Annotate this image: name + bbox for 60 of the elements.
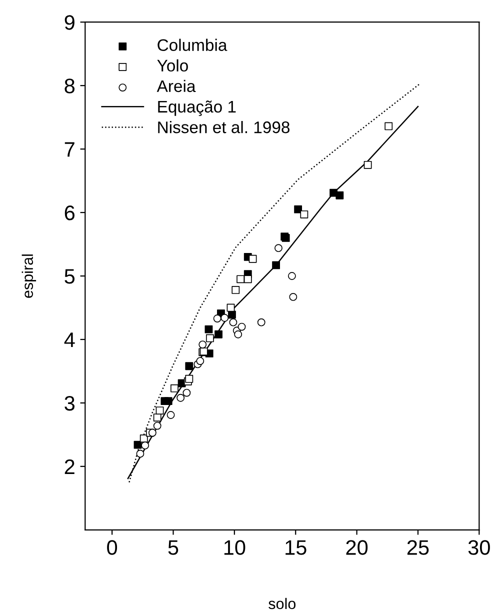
x-tick-label: 25 xyxy=(407,540,429,555)
y-tick-label: 2 xyxy=(64,459,74,474)
point xyxy=(220,314,229,322)
point xyxy=(148,428,156,437)
x-tick-label: 10 xyxy=(224,540,246,555)
point xyxy=(136,450,144,458)
point xyxy=(206,334,214,342)
x-axis-title: solo xyxy=(268,598,296,610)
point xyxy=(185,362,194,370)
legend-label: Columbia xyxy=(158,38,228,52)
y-tick-label: 5 xyxy=(64,269,75,284)
point xyxy=(153,422,162,430)
point xyxy=(185,374,194,383)
point xyxy=(300,210,308,218)
point xyxy=(134,440,142,449)
point xyxy=(166,411,175,419)
point xyxy=(274,244,282,252)
legend-label: Nissen et al. 1998 xyxy=(158,120,290,134)
x-tick-label: 30 xyxy=(468,540,490,555)
legend-label: Equação 1 xyxy=(158,100,236,116)
point xyxy=(226,304,235,312)
y-tick-label: 4 xyxy=(64,332,75,348)
legend-label: Areia xyxy=(156,80,196,92)
point xyxy=(164,397,172,405)
point xyxy=(228,310,236,319)
point xyxy=(238,322,246,331)
point xyxy=(384,122,393,130)
point xyxy=(294,205,302,214)
point xyxy=(244,275,252,284)
x-tick-label: 15 xyxy=(286,540,306,555)
point xyxy=(336,191,344,200)
point xyxy=(213,314,222,322)
y-tick-label: 3 xyxy=(64,396,75,411)
point xyxy=(141,442,150,450)
point xyxy=(182,388,191,397)
point xyxy=(214,330,222,338)
point xyxy=(364,160,372,169)
x-tick-label: 0 xyxy=(107,540,118,555)
point xyxy=(257,318,266,326)
point xyxy=(156,406,164,415)
legend-label: Yolo xyxy=(157,59,188,72)
point xyxy=(170,384,178,392)
point xyxy=(289,292,298,301)
x-tick-label: 20 xyxy=(346,540,368,555)
point xyxy=(196,357,204,366)
point xyxy=(140,434,148,442)
point xyxy=(198,340,207,349)
y-axis-title: espiral xyxy=(22,254,36,298)
y-tick-label: 7 xyxy=(64,142,74,157)
point xyxy=(229,318,238,326)
point xyxy=(248,254,257,263)
point xyxy=(234,330,242,338)
point xyxy=(232,286,240,294)
point xyxy=(204,325,213,334)
y-tick-label: 6 xyxy=(64,206,75,220)
y-tick-label: 9 xyxy=(64,15,74,30)
x-tick-label: 5 xyxy=(168,540,178,555)
point xyxy=(272,261,280,270)
point xyxy=(176,394,185,402)
y-tick-label: 8 xyxy=(64,78,75,94)
